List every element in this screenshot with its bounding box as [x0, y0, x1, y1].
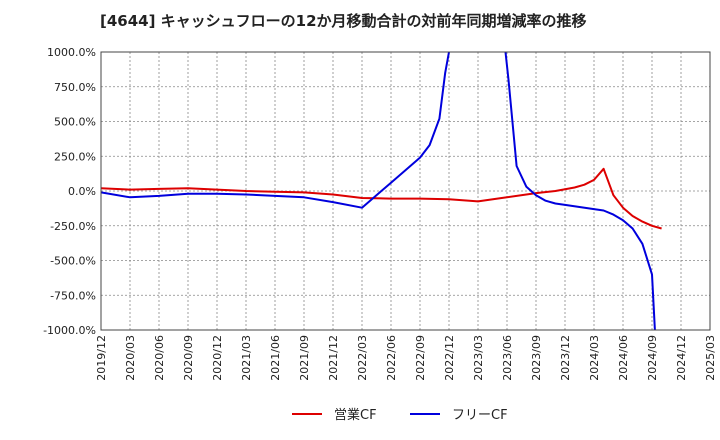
x-tick-label: 2024/06	[617, 335, 630, 381]
x-tick-label: 2020/03	[124, 335, 137, 381]
x-tick-label: 2023/06	[501, 335, 514, 381]
x-tick-label: 2020/09	[182, 335, 195, 381]
legend-label: 営業CF	[334, 407, 377, 423]
y-tick-label: -500.0%	[50, 255, 96, 268]
legend: 営業CF フリーCF	[292, 407, 508, 423]
x-tick-label: 2025/03	[704, 335, 717, 381]
x-tick-label: 2021/09	[298, 335, 311, 381]
x-tick-label: 2022/09	[414, 335, 427, 381]
series-line-operating-cf	[101, 167, 662, 230]
y-tick-label: 250.0%	[54, 150, 96, 163]
y-tick-label: 750.0%	[54, 81, 96, 94]
series-lines	[101, 52, 662, 330]
y-tick-label: 1000.0%	[47, 46, 96, 59]
x-tick-label: 2024/12	[675, 335, 688, 381]
x-tick-label: 2024/03	[588, 335, 601, 381]
x-tick-label: 2020/06	[153, 335, 166, 381]
chart-title: [4644] キャッシュフローの12か月移動合計の対前年同期増減率の推移	[100, 12, 587, 30]
x-tick-label: 2022/12	[443, 335, 456, 381]
x-tick-label: 2022/06	[385, 335, 398, 381]
x-tick-label: 2019/12	[95, 335, 108, 381]
series-line-free-cf	[101, 52, 656, 330]
legend-label: フリーCF	[452, 408, 508, 423]
x-tick-label: 2022/03	[356, 335, 369, 381]
y-tick-label: 0.0%	[68, 185, 96, 198]
x-tick-label: 2020/12	[211, 335, 224, 381]
plot-border	[100, 51, 711, 331]
x-tick-label: 2021/06	[269, 335, 282, 381]
y-tick-label: -250.0%	[50, 220, 96, 233]
y-tick-label: -750.0%	[50, 289, 96, 302]
x-tick-label: 2021/12	[327, 335, 340, 381]
x-tick-label: 2023/09	[530, 335, 543, 381]
y-axis-ticks: 1000.0% 750.0% 500.0% 250.0% 0.0% -250.0% -500…	[43, 46, 96, 337]
x-axis-ticks: 2019/12 2020/03 2020/06 2020/09 2020/12 2021/…	[95, 335, 717, 381]
x-tick-label: 2021/03	[240, 335, 253, 381]
x-tick-label: 2023/03	[472, 335, 485, 381]
y-tick-label: -1000.0%	[43, 324, 96, 337]
x-tick-label: 2024/09	[646, 335, 659, 381]
x-tick-label: 2023/12	[559, 335, 572, 381]
y-tick-label: 500.0%	[54, 116, 96, 129]
